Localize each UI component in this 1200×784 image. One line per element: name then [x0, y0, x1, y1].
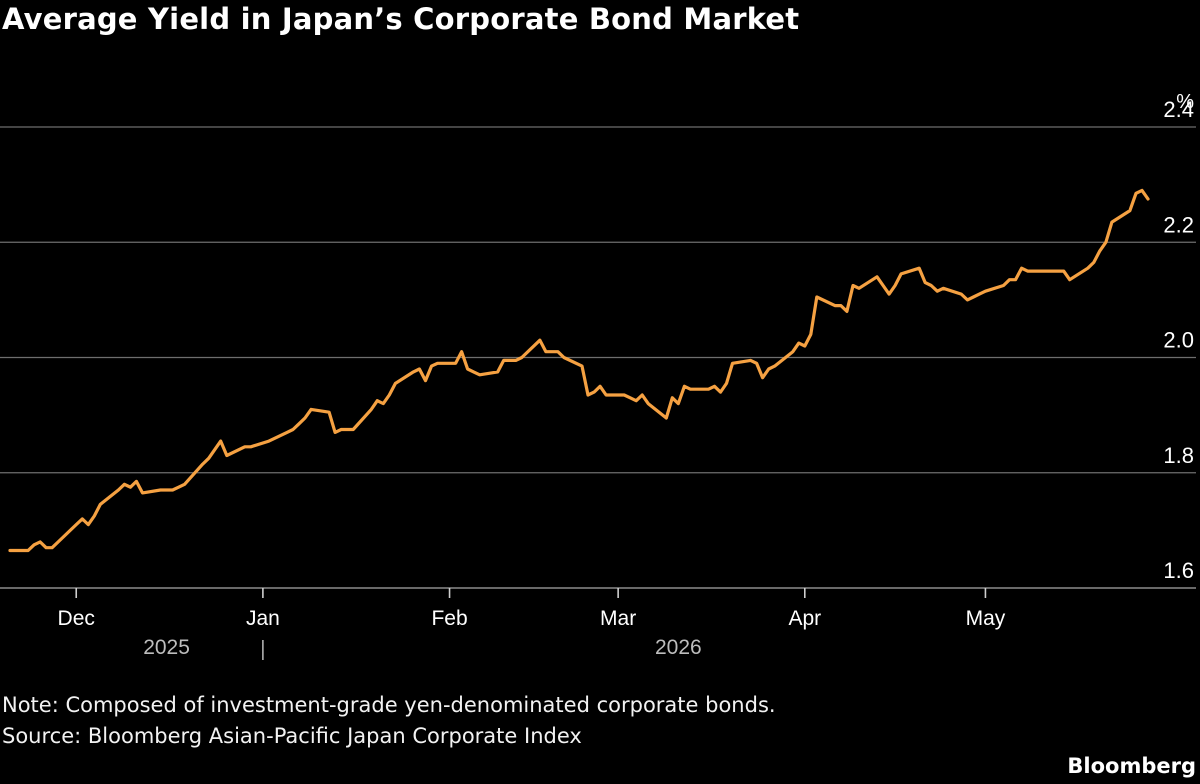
y-tick-label: 2.0 — [1163, 328, 1194, 353]
y-unit-label: % — [1176, 91, 1194, 113]
x-tick-label: Jan — [246, 607, 280, 630]
y-axis: 1.6 1.8 2.0 2.2 2.4% — [1163, 91, 1194, 583]
footnotes: Note: Composed of investment-grade yen-d… — [2, 690, 776, 752]
line-chart: Dec Jan Feb Mar Apr May 2025 2026 1.6 1.8 2.0 2.2 2… — [0, 91, 1196, 660]
bloomberg-logo: Bloomberg — [1067, 754, 1196, 778]
y-tick-label: 2.2 — [1163, 212, 1194, 237]
chart-note: Note: Composed of investment-grade yen-d… — [2, 693, 776, 717]
series-layer — [8, 188, 1150, 553]
x-axis: Dec Jan Feb Mar Apr May 2025 2026 — [58, 588, 1006, 660]
x-tick-label: Dec — [58, 607, 95, 630]
x-tick-label: Feb — [431, 607, 467, 630]
y-tick-label: 1.6 — [1163, 558, 1194, 583]
x-tick-label: Apr — [788, 607, 821, 630]
yield-series-line — [8, 188, 1150, 553]
chart-source: Source: Bloomberg Asian-Pacific Japan Co… — [2, 724, 582, 748]
year-label: 2026 — [655, 636, 702, 659]
y-tick-label: 2.4 — [1163, 97, 1194, 122]
y-tick-label: 1.8 — [1163, 443, 1194, 468]
chart-title: Average Yield in Japan’s Corporate Bond … — [2, 2, 800, 36]
year-label: 2025 — [143, 636, 190, 659]
x-tick-label: May — [966, 607, 1006, 630]
grid-lines — [0, 126, 1196, 589]
x-tick-label: Mar — [600, 607, 636, 630]
